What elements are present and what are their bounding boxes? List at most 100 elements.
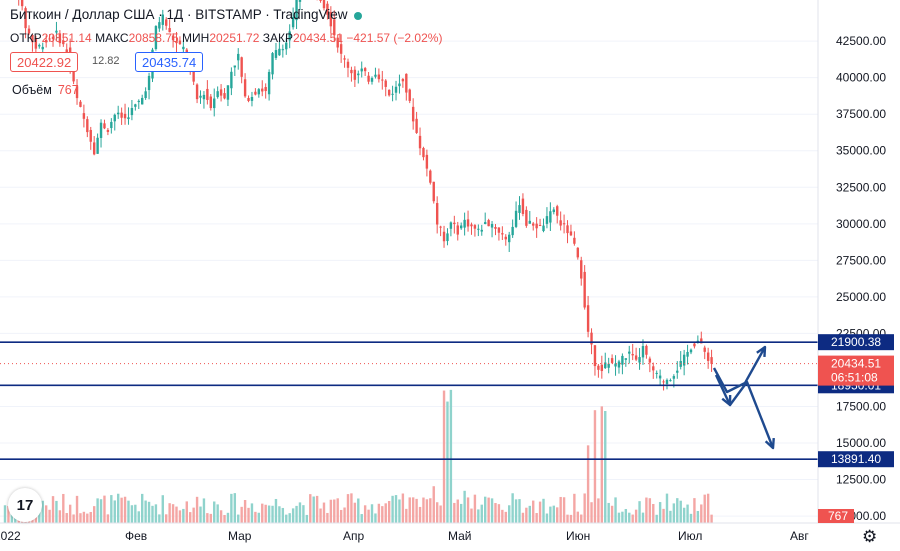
candle-body xyxy=(278,48,281,56)
volume-bar xyxy=(401,493,405,523)
candle-body xyxy=(144,91,147,99)
volume-bar xyxy=(154,504,158,523)
volume-bar xyxy=(106,514,110,523)
symbol-legend[interactable]: Биткоин / Доллар США · 1Д · BITSTAMP · T… xyxy=(10,7,362,22)
candle-body xyxy=(487,220,490,227)
volume-bar xyxy=(336,498,339,523)
candle-body xyxy=(134,104,137,107)
time-tick-label: Мар xyxy=(228,529,252,543)
volume-bar xyxy=(415,498,418,523)
candle-body xyxy=(514,210,518,227)
candle-body xyxy=(120,112,123,118)
volume-bars xyxy=(3,389,713,523)
buy-price-button[interactable]: 20435.74 xyxy=(135,52,204,72)
candle-body xyxy=(288,31,291,41)
time-tick-label: Июн xyxy=(566,529,590,543)
volume-bar xyxy=(662,508,665,523)
candle-body xyxy=(405,73,408,93)
volume-bar xyxy=(532,500,535,523)
horizontal-levels[interactable] xyxy=(0,341,818,461)
volume-bar xyxy=(55,500,58,523)
volume-bar xyxy=(490,498,494,523)
market-status-icon xyxy=(353,11,362,20)
candle-body xyxy=(607,363,610,368)
candle-body xyxy=(408,89,411,101)
candle-body xyxy=(261,88,264,92)
volume-bar xyxy=(185,501,188,523)
candle-body xyxy=(401,79,405,82)
candlesticks xyxy=(18,0,713,391)
candle-body xyxy=(477,228,480,230)
volume-bar xyxy=(261,503,264,523)
volume-bar xyxy=(669,510,672,523)
volume-bar xyxy=(199,506,202,523)
volume-bar xyxy=(497,504,501,523)
candle-body xyxy=(165,19,168,26)
volume-bar xyxy=(528,505,531,523)
volume-bar xyxy=(487,497,490,523)
candle-body xyxy=(542,225,545,232)
candle-body xyxy=(319,0,322,1)
volume-bar xyxy=(374,513,377,523)
candle-body xyxy=(130,107,134,116)
candle-body xyxy=(216,91,219,98)
volume-bar xyxy=(628,512,631,523)
candle-body xyxy=(597,365,600,370)
volume-bar xyxy=(7,505,10,523)
volume-bar xyxy=(405,508,408,523)
volume-bar xyxy=(319,508,322,523)
candle-body xyxy=(113,114,116,122)
volume-bar xyxy=(233,493,237,523)
volume-bar xyxy=(631,514,634,523)
rebound-arrow xyxy=(712,346,767,394)
candle-body xyxy=(442,231,446,242)
volume-bar xyxy=(676,498,679,523)
candle-body xyxy=(86,119,89,133)
volume-bar xyxy=(466,497,470,523)
volume-bar xyxy=(175,506,178,523)
volume-bar xyxy=(357,498,360,523)
volume-bar xyxy=(329,499,333,523)
time-tick-label: Апр xyxy=(343,529,365,543)
candle-body xyxy=(219,89,223,96)
volume-bar xyxy=(652,503,655,523)
candle-body xyxy=(250,96,254,101)
volume-bar xyxy=(645,497,648,523)
candle-body xyxy=(264,87,267,92)
candle-body xyxy=(89,129,92,142)
volume-bar xyxy=(453,502,456,523)
volume-bar xyxy=(206,513,209,523)
candle-body xyxy=(617,361,621,368)
price-axis[interactable]: 42500.00 40000.00 37500.00 35000.00 32500.00… xyxy=(817,0,900,551)
volume-bar xyxy=(209,513,212,523)
candle-body xyxy=(38,44,41,47)
candle-body xyxy=(518,205,521,213)
candle-body xyxy=(432,181,435,202)
volume-bar xyxy=(391,495,394,523)
candle-body xyxy=(453,222,456,225)
volume-bar xyxy=(264,504,267,523)
sell-price-button[interactable]: 20422.92 xyxy=(10,52,79,72)
candle-body xyxy=(75,86,79,99)
time-axis[interactable]: 2022 Фев Мар Апр Май Июн Июл Авг xyxy=(0,522,900,543)
tradingview-logo-icon[interactable]: 17 xyxy=(8,488,42,522)
candle-body xyxy=(370,78,374,82)
volume-bar xyxy=(346,494,350,523)
volume-bar xyxy=(96,498,99,523)
gear-icon[interactable]: ⚙ xyxy=(862,527,878,546)
candle-body xyxy=(182,46,185,50)
volume-bar xyxy=(298,502,302,523)
volume-bar xyxy=(312,496,315,523)
volume-bar xyxy=(333,499,336,523)
candle-body xyxy=(463,219,466,228)
candle-body xyxy=(20,0,24,7)
candle-body xyxy=(604,362,607,369)
candle-body xyxy=(600,364,604,372)
low-label: МИН xyxy=(182,31,210,45)
candle-body xyxy=(532,223,535,226)
candle-body xyxy=(237,53,240,61)
open-label: ОТКР xyxy=(10,31,42,45)
volume-bar xyxy=(418,506,422,523)
volume-legend[interactable]: Объём 767 xyxy=(12,83,79,97)
